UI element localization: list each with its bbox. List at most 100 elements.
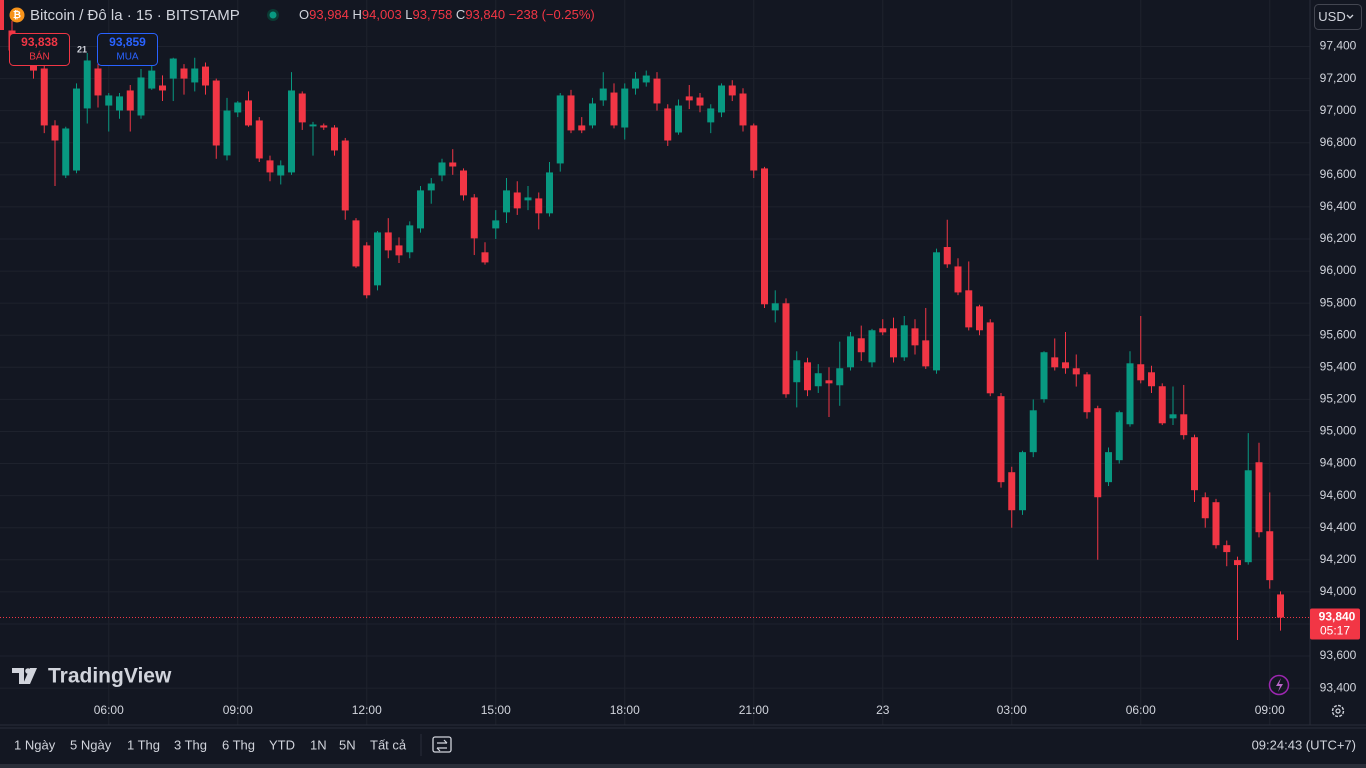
sell-box[interactable] <box>9 33 70 66</box>
x-tick-label: 12:00 <box>352 703 382 717</box>
candle-body <box>1029 410 1037 453</box>
candle-body <box>1212 502 1220 546</box>
buy-box[interactable] <box>97 33 158 66</box>
lightning-icon[interactable] <box>1276 678 1283 692</box>
gear-outer[interactable] <box>1331 704 1345 718</box>
buy-price[interactable]: 93,859 <box>109 35 146 49</box>
candle-body <box>793 360 801 383</box>
x-tick-label: 15:00 <box>481 703 511 717</box>
currency-caret[interactable] <box>1346 14 1354 19</box>
buy-label[interactable]: MUA <box>116 52 139 63</box>
logo-text: TradingView <box>48 665 172 688</box>
currency-label[interactable]: USD <box>1318 9 1345 24</box>
candle-body <box>825 380 833 384</box>
candle-body <box>675 105 682 133</box>
compare-icon[interactable] <box>432 736 452 753</box>
last-price-label: 93,840 <box>1319 610 1356 624</box>
candle-body <box>922 340 930 367</box>
lightning-button[interactable] <box>1268 674 1290 696</box>
range-button[interactable]: 1 Thg <box>127 737 160 752</box>
sell-label[interactable]: BÁN <box>29 50 50 63</box>
y-tick-label: 96,200 <box>1320 231 1357 245</box>
candle-body <box>933 252 940 371</box>
candle-body <box>492 220 500 229</box>
candle-body <box>696 97 704 106</box>
logo-dot <box>25 668 31 674</box>
l-value: 93,758 <box>413 7 453 22</box>
candle-body <box>900 325 908 358</box>
candle-body <box>191 68 199 83</box>
bitcoin-glyph: ₿ <box>13 9 21 21</box>
range-button[interactable]: 5 Ngày <box>70 737 112 752</box>
candle-body <box>1266 531 1274 581</box>
candle-body <box>1137 364 1145 381</box>
candle-body <box>965 290 973 328</box>
candles <box>0 20 1310 640</box>
candle-body <box>976 306 983 331</box>
candle-body <box>879 328 887 333</box>
range-button[interactable]: YTD <box>269 737 295 752</box>
y-tick-label: 94,800 <box>1320 456 1357 470</box>
axes: 93,40093,60093,80094,00094,20094,40094,6… <box>94 39 1360 717</box>
currency-box[interactable] <box>1314 4 1362 30</box>
candle-body <box>1234 560 1241 566</box>
candle-body <box>1255 462 1263 533</box>
h-label: H <box>353 7 362 22</box>
range-button[interactable]: 1N <box>310 737 327 752</box>
grid <box>0 0 1310 725</box>
toolbar: 1 Ngày 5 Ngày 1 Thg 3 Thg 6 Thg YTD 1N 5N Tất cả <box>14 737 407 752</box>
candle-body <box>750 125 758 171</box>
compare-button[interactable] <box>432 736 452 753</box>
range-button[interactable]: 1 Ngày <box>14 737 56 752</box>
candle-body <box>1105 452 1112 483</box>
y-tick-label: 96,000 <box>1320 263 1357 277</box>
x-tick-label: 23 <box>876 703 890 717</box>
candle-body <box>1051 357 1059 368</box>
y-tick-label: 95,000 <box>1320 424 1357 438</box>
candle-body <box>890 328 897 358</box>
candle-body <box>739 93 747 126</box>
range-button[interactable]: 3 Thg <box>174 737 207 752</box>
candle-body <box>718 85 725 113</box>
candle-body <box>761 168 768 305</box>
candle-body <box>578 125 586 131</box>
y-tick-label: 96,800 <box>1320 135 1357 149</box>
h-value: 94,003 <box>362 7 402 22</box>
candle-body <box>449 162 457 167</box>
candle-body <box>470 197 478 239</box>
ohlc-legend: O93,984 H94,003 L93,758 C93,840 −238 (−0… <box>299 7 595 22</box>
sell-button[interactable]: 93,838 BÁN <box>9 33 70 66</box>
sell-price[interactable]: 93,838 <box>21 35 58 49</box>
compare-arrows[interactable] <box>436 739 448 752</box>
range-button[interactable]: 6 Thg <box>222 737 255 752</box>
candle-body <box>632 78 639 89</box>
candle-body <box>83 60 91 109</box>
lightning-circle[interactable] <box>1268 674 1290 696</box>
candle-body <box>1169 414 1177 419</box>
countdown: 05:17 <box>1320 624 1350 638</box>
gear-inner[interactable] <box>1335 708 1341 714</box>
range-button[interactable]: Tất cả <box>370 737 407 752</box>
candle-body <box>868 330 876 363</box>
candle-body <box>954 266 962 293</box>
y-tick-label: 94,000 <box>1320 584 1357 598</box>
y-tick-label: 97,200 <box>1320 71 1357 85</box>
candle-body <box>1019 452 1026 511</box>
y-tick-label: 96,600 <box>1320 167 1357 181</box>
candle-body <box>406 225 414 253</box>
candle-body <box>40 68 48 126</box>
candle-body <box>234 102 242 113</box>
currency-button[interactable]: USD <box>1314 4 1362 30</box>
candle-body <box>1180 414 1188 436</box>
candle-body <box>567 95 575 131</box>
candle-body <box>1040 352 1048 400</box>
candle-body <box>513 192 521 209</box>
tradingview-logo: TradingView <box>12 665 172 688</box>
y-tick-label: 94,600 <box>1320 488 1357 502</box>
settings-button[interactable] <box>1331 704 1345 718</box>
candle-body <box>137 77 145 116</box>
buy-button[interactable]: 93,859 MUA <box>97 33 158 66</box>
y-tick-label: 95,400 <box>1320 359 1357 373</box>
range-button[interactable]: 5N <box>339 737 356 752</box>
